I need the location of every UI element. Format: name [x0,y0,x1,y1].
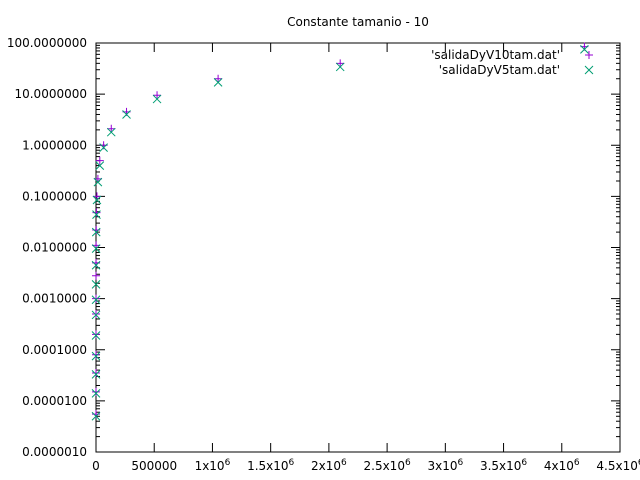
x-tick-label: 0 [92,459,100,473]
data-point [92,294,101,303]
x-tick-label: 500000 [131,459,177,473]
x-tick-label: 2x106 [311,458,347,473]
data-point [91,295,101,305]
x-tick-label: 3.5x106 [480,458,527,473]
y-tick-label: 0.0000100 [22,394,87,408]
y-tick-label: 0.0100000 [22,241,87,255]
data-point [92,330,101,339]
data-point [91,260,101,270]
legend: 'salidaDyV10tam.dat''salidaDyV5tam.dat' [431,48,594,77]
legend-marker [584,65,594,75]
y-axis: 0.0000010 0.0000100 0.0001000 0.0010000 0.01… [7,36,620,459]
data-point [91,227,101,237]
legend-label: 'salidaDyV5tam.dat' [439,63,560,77]
chart-title: Constante tamanio - 10 [287,15,429,29]
data-point [95,161,105,170]
data-point [92,208,101,217]
data-point [153,91,162,100]
data-point [91,244,101,253]
data-point [91,351,101,361]
x-tick-label: 1.5x106 [247,458,294,473]
y-tick-label: 10.0000000 [14,87,87,101]
data-point [91,280,101,289]
data-point [92,271,101,280]
x-tick-label: 1x106 [195,458,231,473]
legend-label: 'salidaDyV10tam.dat' [431,48,560,62]
data-points [91,42,589,421]
data-point [92,310,101,319]
data-point [92,369,101,378]
x-axis: 0 500000 1x106 1.5x106 2x106 2.5x106 3x106 3.5x… [92,43,640,473]
x-tick-label: 4x106 [544,458,580,473]
data-point [92,387,100,396]
legend-marker [585,51,593,59]
data-point [91,389,101,398]
data-point [335,62,345,72]
series-2 [91,45,589,421]
data-point [91,411,101,421]
data-point [152,94,162,104]
data-point [106,127,116,137]
data-point [93,177,103,187]
x-tick-label: 4.5x106 [596,458,640,473]
data-point [91,310,101,320]
plot-frame [95,42,621,453]
y-tick-label: 1.0000000 [22,138,87,152]
data-point [336,59,345,68]
data-point [92,210,101,219]
data-point [213,77,223,87]
data-point [95,156,104,165]
data-point [99,143,108,152]
data-point [92,192,101,201]
series-1 [92,42,589,419]
y-tick-label: 0.1000000 [22,189,87,203]
y-tick-label: 100.0000000 [7,36,87,50]
data-point [107,124,116,133]
data-point [214,74,223,83]
data-point [92,195,102,205]
data-point [122,110,131,119]
data-point [580,45,589,54]
y-tick-label: 0.0001000 [22,343,87,357]
y-tick-label: 0.0000010 [22,445,87,459]
data-point [91,370,101,379]
x-tick-label: 2.5x106 [364,458,411,473]
y-tick-label: 0.0010000 [22,292,87,306]
data-point [92,350,101,359]
data-point [91,331,101,340]
x-tick-label: 3x106 [427,458,463,473]
